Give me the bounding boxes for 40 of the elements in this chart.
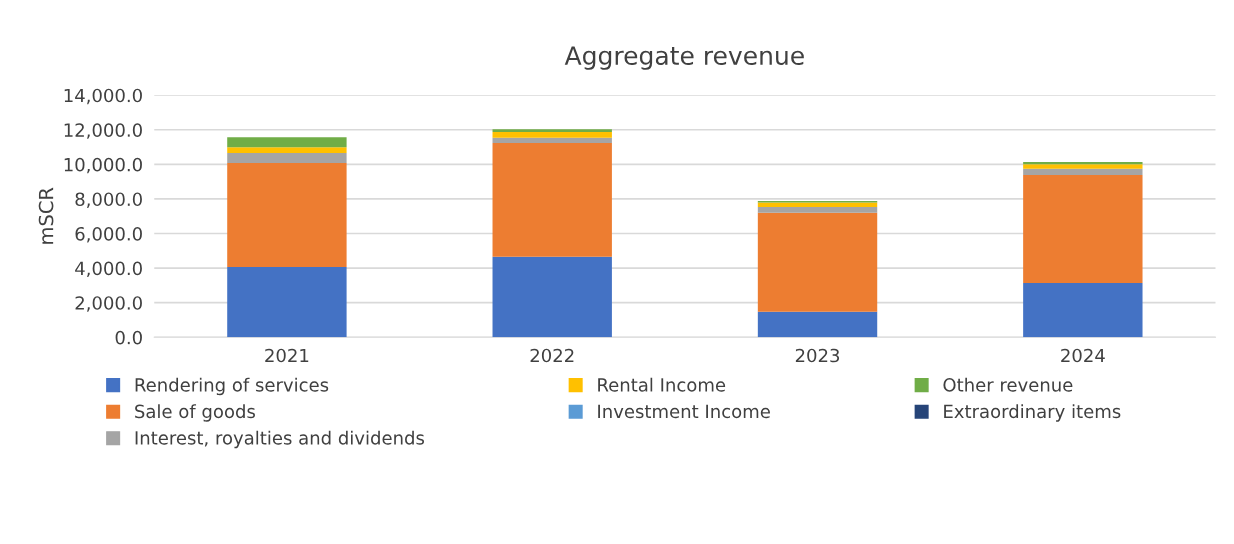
y-tick-label: 4,000.0 bbox=[75, 261, 142, 278]
bar bbox=[757, 207, 878, 213]
legend-label: Sale of goods bbox=[135, 404, 255, 422]
bar bbox=[492, 137, 612, 144]
bar bbox=[492, 132, 612, 138]
bar bbox=[227, 147, 347, 153]
x-tick-label: 2022 bbox=[530, 348, 574, 363]
bar bbox=[227, 137, 347, 148]
legend-label: Investment Income bbox=[598, 404, 770, 419]
y-tick-label: 0.0 bbox=[115, 330, 142, 345]
y-tick-label: 8,000.0 bbox=[75, 192, 142, 208]
bar bbox=[492, 256, 612, 338]
chart-title: Aggregate revenue bbox=[564, 46, 804, 70]
bar bbox=[1023, 164, 1143, 169]
y-tick-label: 10,000.0 bbox=[64, 157, 142, 174]
y-tick-label: 12,000.0 bbox=[64, 123, 142, 139]
bar bbox=[757, 212, 878, 312]
bar bbox=[227, 162, 347, 267]
x-tick-label: 2024 bbox=[1061, 348, 1105, 363]
x-tick-label: 2021 bbox=[265, 348, 309, 363]
legend-label: Rendering of services bbox=[135, 377, 329, 396]
y-tick-label: 2,000.0 bbox=[75, 296, 142, 312]
x-tick-label: 2023 bbox=[795, 348, 840, 363]
bar bbox=[757, 311, 878, 338]
y-tick-label: 6,000.0 bbox=[75, 226, 142, 243]
bar bbox=[492, 129, 612, 133]
legend-label: Extraordinary items bbox=[944, 404, 1121, 422]
y-axis-title: mSCR bbox=[38, 187, 54, 244]
bar bbox=[492, 143, 612, 257]
bar bbox=[1023, 162, 1143, 165]
bar bbox=[757, 202, 878, 208]
bar bbox=[1023, 282, 1143, 338]
legend-label: Interest, royalties and dividends bbox=[135, 430, 425, 449]
bar bbox=[227, 266, 347, 338]
y-tick-label: 14,000.0 bbox=[64, 88, 142, 105]
bar bbox=[1023, 168, 1143, 175]
bar bbox=[1023, 174, 1143, 283]
legend-label: Rental Income bbox=[598, 377, 726, 392]
legend-label: Other revenue bbox=[943, 377, 1073, 392]
bar bbox=[227, 152, 347, 163]
